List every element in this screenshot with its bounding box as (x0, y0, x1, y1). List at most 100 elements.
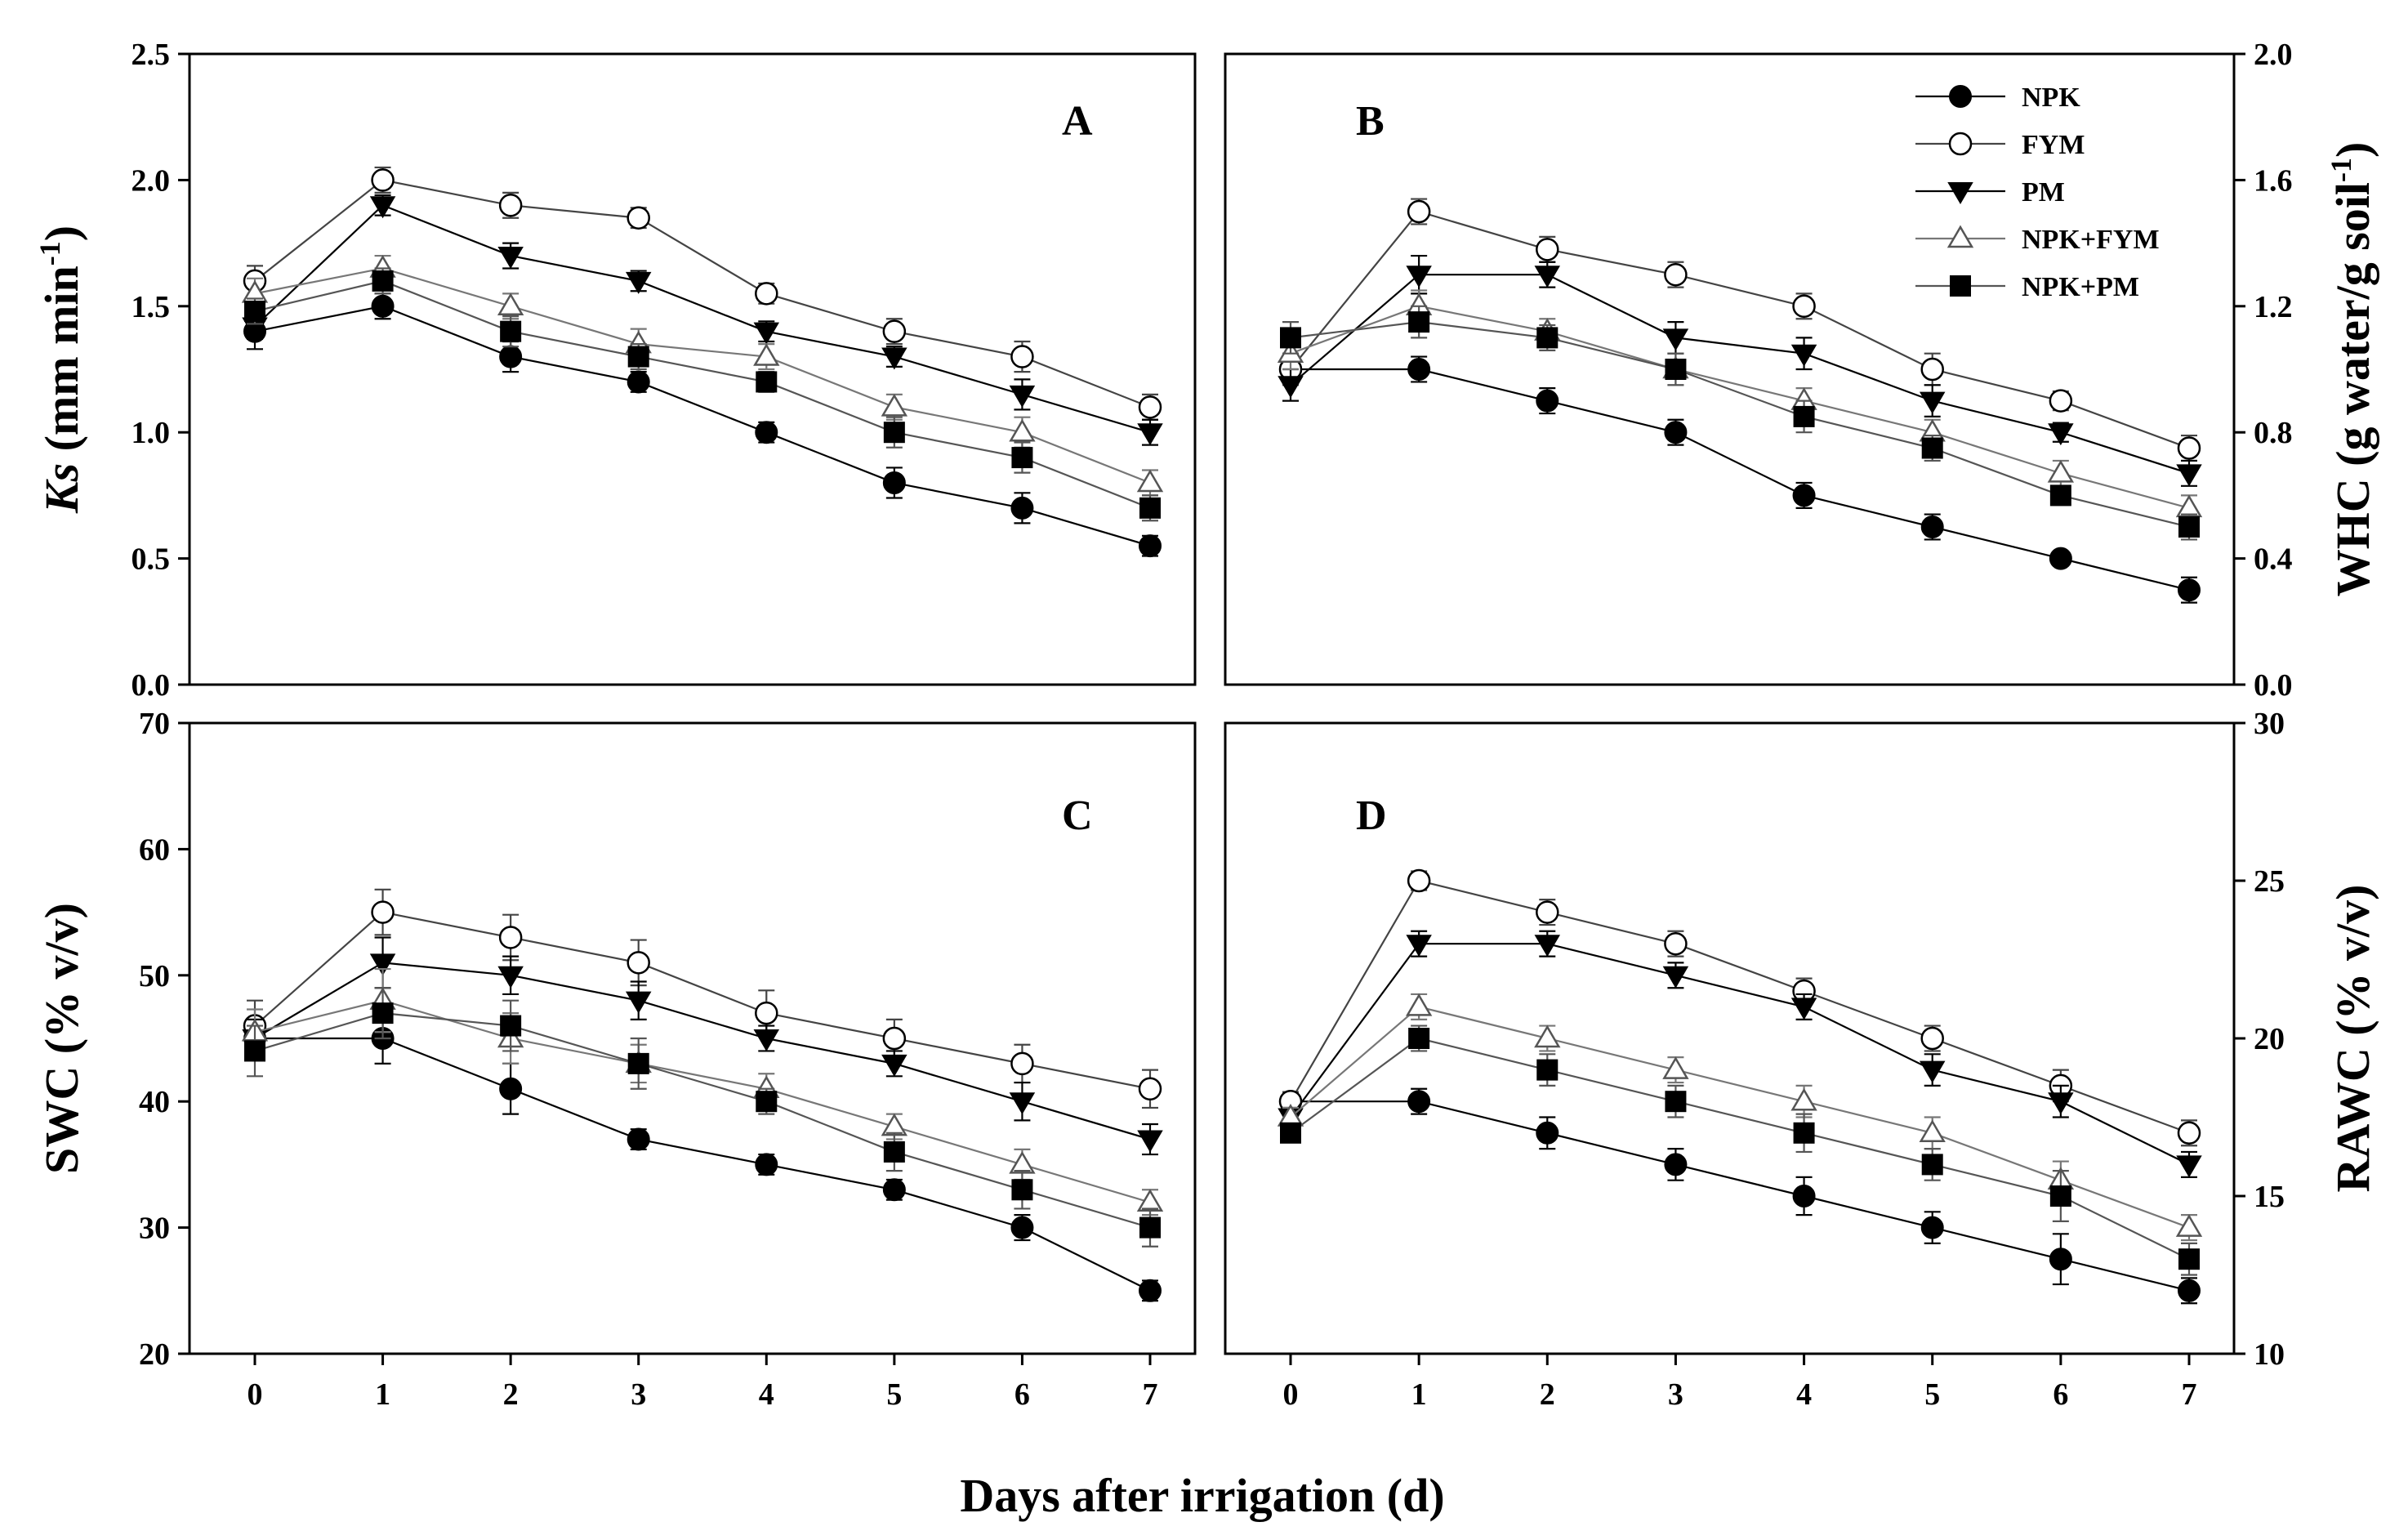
x-tick-label: 7 (2182, 1377, 2197, 1412)
data-point (1790, 998, 1817, 1020)
data-point (755, 282, 778, 306)
series-line (1290, 305, 2190, 509)
series-line (1290, 210, 2190, 449)
data-point (499, 1077, 523, 1100)
data-point (1407, 358, 1431, 381)
series-line (254, 999, 1151, 1203)
data-point (1536, 238, 1559, 261)
series-line (1290, 879, 2190, 1134)
data-point (1137, 423, 1163, 446)
data-point (1790, 344, 1817, 367)
y-tick-label: 2.5 (132, 38, 171, 72)
y-axis-title-main: SWC (% v/v) (35, 903, 88, 1174)
data-point (1536, 900, 1559, 924)
y-axis-title-superscript: -1 (2325, 158, 2357, 182)
series-npk-plus-fym (1277, 993, 2203, 1242)
panel-letter: B (1356, 98, 1385, 145)
x-tick-label: 3 (1668, 1377, 1683, 1412)
data-point (1534, 266, 1561, 288)
y-tick-label: 2.0 (2254, 38, 2293, 72)
x-tick-label: 5 (1924, 1377, 1940, 1412)
data-point (1137, 1130, 1163, 1153)
legend-label: NPK+FYM (2022, 225, 2160, 255)
x-tick-label: 5 (886, 1377, 902, 1412)
data-point (1534, 935, 1561, 957)
x-axis-title: Days after irrigation (d) (960, 1469, 1444, 1522)
data-point (244, 1040, 265, 1062)
data-point (2178, 578, 2201, 602)
data-point (500, 1015, 522, 1037)
data-point (1139, 1216, 1161, 1239)
y-tick-label: 70 (139, 707, 170, 741)
x-tick-label: 0 (1283, 1377, 1299, 1412)
data-point (1010, 1216, 1034, 1239)
legend-item: FYM (1915, 130, 2085, 160)
y-tick-label: 1.0 (132, 416, 171, 450)
data-point (369, 196, 396, 219)
data-point (753, 343, 780, 366)
panel-b: 0.0 0.4 0.8 1.2 1.6 2.0 B WHC (g water/g soil-1… (1224, 38, 2379, 703)
data-point (883, 422, 905, 444)
data-point (1010, 345, 1034, 368)
series-line (254, 279, 1151, 509)
data-point (883, 1140, 905, 1163)
x-tick-label: 4 (759, 1377, 774, 1412)
data-point (372, 270, 394, 292)
series-line (254, 267, 1151, 484)
data-point (755, 1001, 778, 1025)
x-tick-label: 6 (2053, 1377, 2068, 1412)
y-axis-title-superscript: -1 (33, 241, 66, 266)
y-axis-title: Ks (mm min-1) (33, 225, 88, 514)
data-point (1408, 311, 1430, 333)
data-point (1921, 1154, 1943, 1176)
data-point (1664, 931, 1688, 956)
y-axis-title-main: Ks (35, 463, 88, 514)
data-point (625, 991, 652, 1014)
y-tick-label: 0.4 (2254, 542, 2293, 577)
y-tick-label: 0.8 (2254, 416, 2293, 450)
panel-d: 10 15 20 25 30 0 1 2 3 4 5 6 7 D RAWC (% v/v) (1224, 707, 2379, 1412)
series-line (1291, 1100, 2190, 1292)
y-axis-title-close: ) (35, 225, 88, 241)
data-point (627, 1127, 650, 1151)
legend-item: NPK+PM (1915, 272, 2139, 302)
x-tick-label: 2 (503, 1377, 519, 1412)
data-point (1138, 1077, 1162, 1101)
data-point (1138, 395, 1162, 419)
data-point (2178, 1248, 2200, 1270)
y-tick-label: 60 (139, 832, 170, 867)
series-fym (1278, 868, 2201, 1147)
legend-item: NPK (1915, 83, 2080, 113)
data-point (1920, 1026, 1944, 1051)
data-point (2178, 1279, 2201, 1302)
data-point (882, 1026, 907, 1051)
x-tick-label: 0 (247, 1377, 263, 1412)
series-fym (243, 166, 1162, 421)
data-point (498, 926, 523, 949)
data-point (1664, 1153, 1688, 1176)
x-tick-label: 6 (1014, 1377, 1030, 1412)
data-point (1407, 1090, 1431, 1114)
data-point (1920, 1216, 1944, 1239)
series-pm (242, 194, 1163, 446)
legend-marker (1946, 225, 1974, 248)
data-point (1009, 418, 1036, 442)
data-point (1408, 1028, 1430, 1049)
data-point (1793, 405, 1815, 427)
x-tick-label: 1 (1411, 1377, 1427, 1412)
data-point (627, 370, 650, 394)
y-tick-label: 20 (2254, 1022, 2285, 1056)
data-point (1919, 1119, 1946, 1143)
panel-letter: D (1356, 792, 1387, 839)
data-point (497, 966, 524, 989)
data-point (1665, 359, 1687, 380)
legend-marker (1949, 85, 1972, 108)
plot-frame (1224, 52, 2236, 686)
legend: NPK FYM PM NPK+FYM NPK+PM (1915, 83, 2160, 302)
series-line (1291, 368, 2190, 591)
data-point (756, 1091, 778, 1113)
x-tick-label: 3 (631, 1377, 646, 1412)
data-point (881, 393, 908, 417)
y-tick-label: 15 (2254, 1180, 2285, 1214)
data-point (2175, 1214, 2203, 1237)
